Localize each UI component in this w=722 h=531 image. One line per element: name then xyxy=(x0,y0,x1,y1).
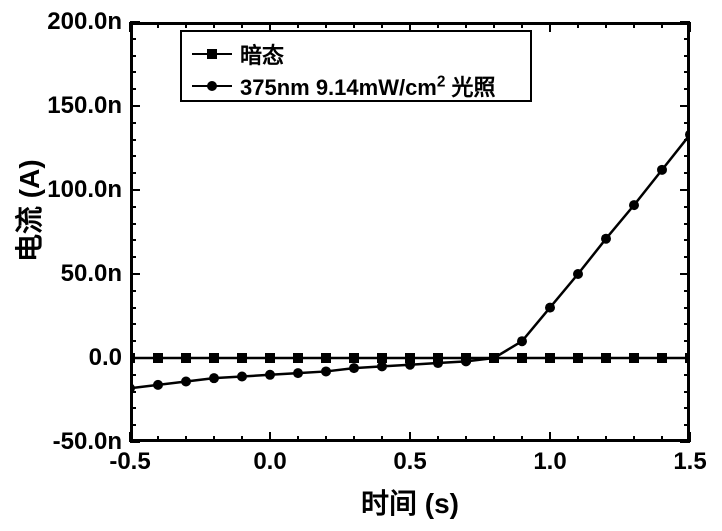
legend-box: 暗态 375nm 9.14mW/cm2 光照 xyxy=(180,30,532,102)
circle-marker-icon xyxy=(192,85,232,87)
legend-item-dark: 暗态 xyxy=(192,38,284,70)
square-marker-icon xyxy=(192,53,232,55)
legend-label-dark: 暗态 xyxy=(240,38,284,70)
chart-container: -0.50.00.51.01.5 -50.0n0.050.0n100.0n150… xyxy=(0,0,722,531)
legend-label-illuminated: 375nm 9.14mW/cm2 光照 xyxy=(240,70,496,102)
legend-item-illuminated: 375nm 9.14mW/cm2 光照 xyxy=(192,70,496,102)
